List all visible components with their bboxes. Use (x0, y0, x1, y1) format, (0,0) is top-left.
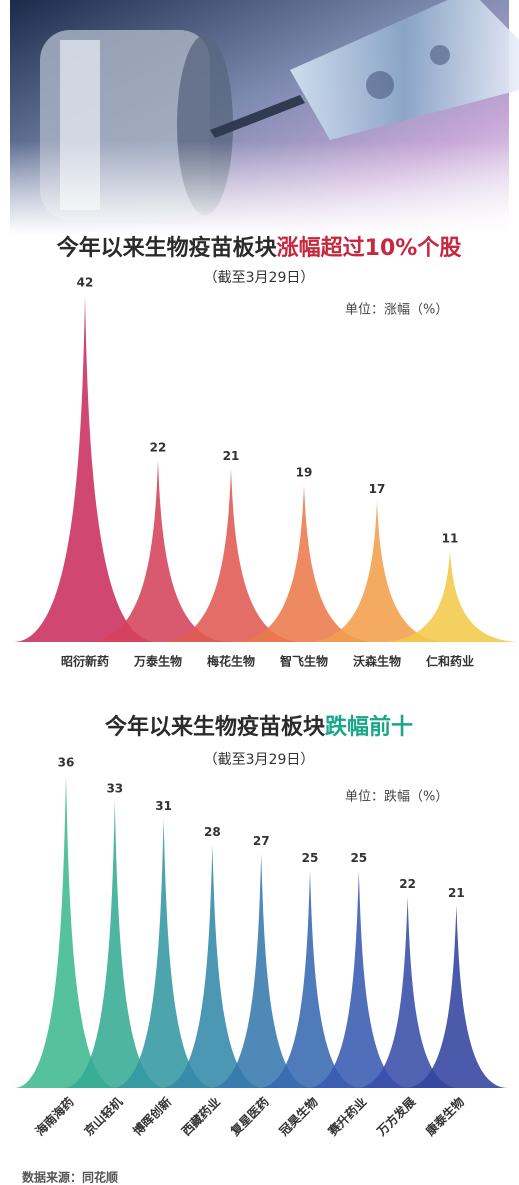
value-label: 17 (369, 482, 386, 496)
value-label: 19 (296, 466, 313, 480)
category-label: 梅花生物 (207, 654, 255, 669)
subtitle: （截至3月29日） (204, 752, 315, 768)
category-label: 京山轻机 (81, 1094, 126, 1139)
unit-label: 单位：涨幅（%） (345, 303, 448, 318)
value-label: 21 (448, 886, 465, 900)
spike (306, 870, 411, 1088)
title-highlight: 跌幅前十 (325, 714, 413, 740)
value-label: 28 (204, 825, 221, 839)
category-label: 博晖创新 (130, 1094, 175, 1139)
category-label: 海南海药 (32, 1094, 77, 1139)
spike (404, 905, 509, 1088)
value-label: 21 (223, 449, 240, 463)
spike (160, 844, 265, 1088)
spike (13, 295, 157, 642)
spike (305, 501, 449, 642)
spike (159, 468, 303, 642)
category-label: 万泰生物 (133, 654, 182, 669)
spike (14, 775, 118, 1088)
category-label: 万方发展 (373, 1094, 418, 1139)
chart-2-heading: 今年以来生物疫苗板块跌幅前十 （截至3月29日） 单位：跌幅（%） (105, 714, 448, 805)
header-photo (10, 0, 519, 235)
chart-1-heading: 今年以来生物疫苗板块涨幅超过10%个股 （截至3月29日） 单位：涨幅（%） (57, 235, 462, 318)
category-label: 沃森生物 (353, 654, 401, 669)
category-label: 西藏药业 (178, 1094, 223, 1139)
value-label: 25 (350, 851, 367, 865)
spike (62, 801, 167, 1088)
title-highlight: 涨幅超过10%个股 (277, 236, 462, 261)
value-label: 36 (58, 756, 75, 770)
category-label: 智飞生物 (279, 654, 328, 669)
subtitle: （截至3月29日） (204, 270, 315, 286)
spike (355, 896, 460, 1088)
value-label: 42 (77, 276, 94, 290)
spike-chart: 42 昭衍新药 22 万泰生物 21 梅花生物 19 智飞生物 17 沃森生物 11 仁和药业 (13, 276, 519, 669)
chart-title: 今年以来生物疫苗板块跌幅前十 (105, 714, 413, 740)
spike-chart: 36 海南海药 33 京山轻机 31 博晖创新 28 西藏药业 27 复星医药 25 冠昊生物 25 赛升… (14, 756, 509, 1139)
category-label: 昭衍新药 (61, 654, 109, 669)
value-label: 22 (399, 877, 416, 891)
source: 数据来源：同花顺 (22, 1170, 118, 1185)
category-label: 复星医药 (227, 1094, 272, 1139)
value-label: 27 (253, 834, 270, 848)
category-label: 仁和药业 (426, 654, 474, 669)
value-label: 31 (155, 799, 172, 813)
spike (209, 853, 314, 1088)
category-label: 赛升药业 (324, 1094, 369, 1139)
spike (86, 460, 230, 642)
category-label: 冠昊生物 (276, 1094, 321, 1139)
title-main: 今年以来生物疫苗板块 (57, 235, 278, 261)
value-label: 22 (150, 441, 167, 455)
spike (378, 551, 519, 642)
spike (232, 485, 376, 642)
value-label: 25 (302, 851, 319, 865)
value-label: 11 (442, 532, 459, 546)
category-label: 康泰生物 (422, 1094, 467, 1139)
chart-title: 今年以来生物疫苗板块涨幅超过10%个股 (57, 235, 462, 261)
spike (111, 818, 216, 1088)
unit-label: 单位：跌幅（%） (345, 789, 448, 805)
value-label: 33 (106, 782, 123, 796)
title-main: 今年以来生物疫苗板块 (105, 714, 326, 740)
spike (258, 870, 362, 1088)
